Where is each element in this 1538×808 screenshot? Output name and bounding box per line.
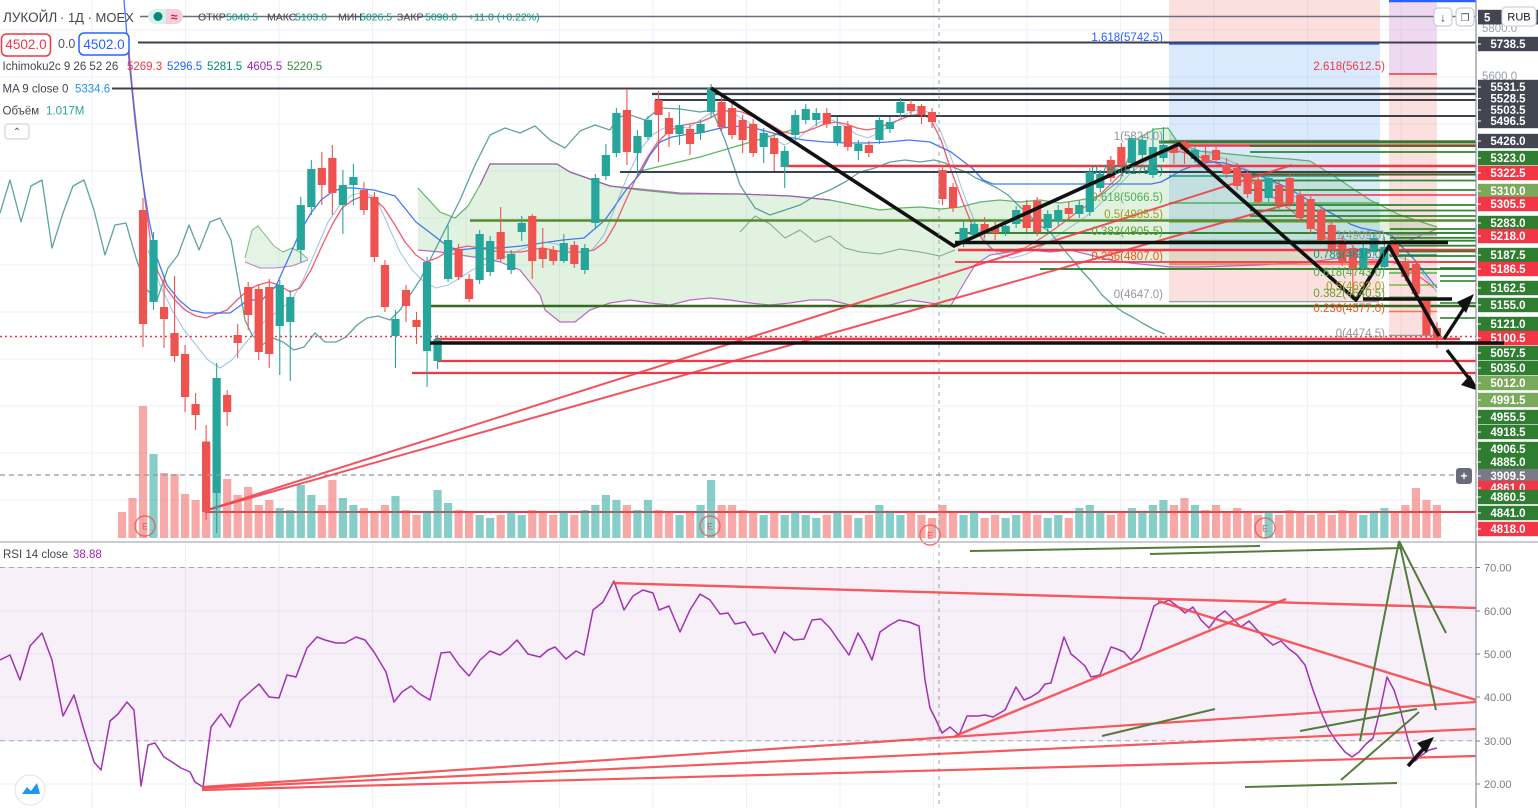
svg-text:4860.5: 4860.5: [1490, 492, 1526, 504]
svg-text:5738.5: 5738.5: [1490, 39, 1526, 51]
svg-text:3909.5: 3909.5: [1490, 471, 1526, 483]
svg-text:4906.5: 4906.5: [1490, 444, 1526, 456]
svg-text:1(4909.0): 1(4909.0): [1336, 230, 1385, 242]
svg-text:0.236(4807.0): 0.236(4807.0): [1091, 251, 1163, 263]
svg-text:E: E: [142, 522, 148, 532]
svg-text:❐: ❐: [1461, 13, 1470, 24]
svg-text:0.0: 0.0: [58, 37, 75, 51]
svg-text:ОТКР: ОТКР: [198, 12, 226, 24]
svg-text:5220.5: 5220.5: [287, 61, 322, 73]
svg-text:E: E: [707, 522, 713, 532]
svg-text:4918.5: 4918.5: [1490, 427, 1526, 439]
svg-text:40.00: 40.00: [1484, 692, 1512, 704]
svg-text:5496.5: 5496.5: [1490, 116, 1526, 128]
svg-text:4841.0: 4841.0: [1490, 508, 1525, 520]
svg-text:0.618(5066.5): 0.618(5066.5): [1091, 192, 1163, 204]
svg-text:0.236(4577.0): 0.236(4577.0): [1313, 303, 1385, 315]
svg-text:Ichimoku2c 9 26 52 26: Ichimoku2c 9 26 52 26: [3, 61, 119, 73]
svg-text:↓: ↓: [1440, 11, 1446, 25]
svg-text:Объём: Объём: [3, 106, 40, 118]
svg-text:0(4647.0): 0(4647.0): [1114, 289, 1163, 301]
svg-text:5186.5: 5186.5: [1490, 264, 1526, 276]
svg-text:5323.0: 5323.0: [1490, 153, 1525, 165]
svg-text:0.5(4692.0): 0.5(4692.0): [1326, 281, 1385, 293]
svg-text:30.00: 30.00: [1484, 736, 1512, 748]
svg-text:60.00: 60.00: [1484, 606, 1512, 618]
svg-text:МИН: МИН: [338, 12, 362, 24]
svg-text:1(5324.0): 1(5324.0): [1114, 131, 1163, 143]
svg-text:5035.0: 5035.0: [1490, 363, 1525, 375]
svg-text:20.00: 20.00: [1484, 779, 1512, 791]
svg-text:4885.0: 4885.0: [1490, 457, 1525, 469]
svg-text:5283.0: 5283.0: [1490, 218, 1525, 230]
svg-text:1.017M: 1.017M: [46, 106, 84, 118]
svg-text:5310.0: 5310.0: [1490, 186, 1525, 198]
svg-text:1.618(5742.5): 1.618(5742.5): [1091, 32, 1163, 44]
svg-text:5057.5: 5057.5: [1490, 348, 1526, 360]
svg-text:4955.5: 4955.5: [1490, 412, 1526, 424]
svg-text:5531.5: 5531.5: [1490, 82, 1526, 94]
svg-text:5281.5: 5281.5: [207, 61, 242, 73]
svg-text:RUB: RUB: [1507, 12, 1530, 24]
svg-text:5: 5: [1484, 13, 1491, 25]
svg-text:· 1Д · MOEX: · 1Д · MOEX: [60, 10, 134, 25]
svg-text:50.00: 50.00: [1484, 649, 1512, 661]
svg-text:+: +: [1460, 469, 1467, 483]
svg-text:4502.0: 4502.0: [83, 37, 124, 52]
svg-text:5098.0: 5098.0: [425, 12, 457, 24]
svg-text:5103.0: 5103.0: [295, 12, 327, 24]
svg-text:5187.5: 5187.5: [1490, 250, 1526, 262]
svg-text:5155.0: 5155.0: [1490, 300, 1525, 312]
svg-text:ЗАКР: ЗАКР: [397, 12, 423, 24]
svg-text:5528.5: 5528.5: [1490, 94, 1526, 106]
svg-text:+11.0 (+0.22%): +11.0 (+0.22%): [468, 12, 540, 24]
svg-text:5269.3: 5269.3: [127, 61, 162, 73]
svg-text:0(4474.5): 0(4474.5): [1336, 328, 1385, 340]
svg-text:МАКС: МАКС: [267, 12, 297, 24]
svg-text:5218.0: 5218.0: [1490, 231, 1525, 243]
svg-text:≈: ≈: [171, 10, 178, 24]
svg-text:5026.5: 5026.5: [360, 12, 392, 24]
svg-text:5334.6: 5334.6: [75, 84, 110, 96]
svg-text:5121.0: 5121.0: [1490, 319, 1525, 331]
svg-text:4818.0: 4818.0: [1490, 524, 1525, 536]
svg-text:0.786(4816.0): 0.786(4816.0): [1313, 249, 1385, 261]
svg-text:ЛУКОЙЛ: ЛУКОЙЛ: [3, 10, 57, 25]
svg-text:⌃: ⌃: [13, 127, 21, 138]
svg-text:5296.5: 5296.5: [167, 61, 202, 73]
svg-text:5012.0: 5012.0: [1490, 378, 1525, 390]
svg-text:5322.5: 5322.5: [1490, 168, 1526, 180]
svg-text:0.382(4905.5): 0.382(4905.5): [1091, 226, 1163, 238]
svg-text:RSI 14 close: RSI 14 close: [3, 549, 68, 561]
svg-text:4991.5: 4991.5: [1490, 395, 1526, 407]
svg-text:5305.5: 5305.5: [1490, 199, 1526, 211]
svg-text:0.618(4743.0): 0.618(4743.0): [1313, 267, 1385, 279]
svg-text:2.618(5612.5): 2.618(5612.5): [1313, 61, 1385, 73]
svg-text:E: E: [927, 531, 933, 541]
svg-text:E: E: [1262, 524, 1268, 534]
svg-text:0.786(5179.5): 0.786(5179.5): [1091, 165, 1163, 177]
svg-text:38.88: 38.88: [73, 549, 102, 561]
svg-text:0.5(4985.5): 0.5(4985.5): [1104, 209, 1163, 221]
svg-text:0.382(4640.5): 0.382(4640.5): [1313, 288, 1385, 300]
svg-text:70.00: 70.00: [1484, 563, 1512, 575]
svg-text:5048.5: 5048.5: [226, 12, 258, 24]
svg-text:5162.5: 5162.5: [1490, 283, 1526, 295]
svg-text:4605.5: 4605.5: [247, 61, 282, 73]
svg-text:5426.0: 5426.0: [1490, 136, 1525, 148]
svg-text:MA 9 close 0: MA 9 close 0: [3, 84, 69, 96]
svg-text:4502.0: 4502.0: [5, 37, 46, 52]
